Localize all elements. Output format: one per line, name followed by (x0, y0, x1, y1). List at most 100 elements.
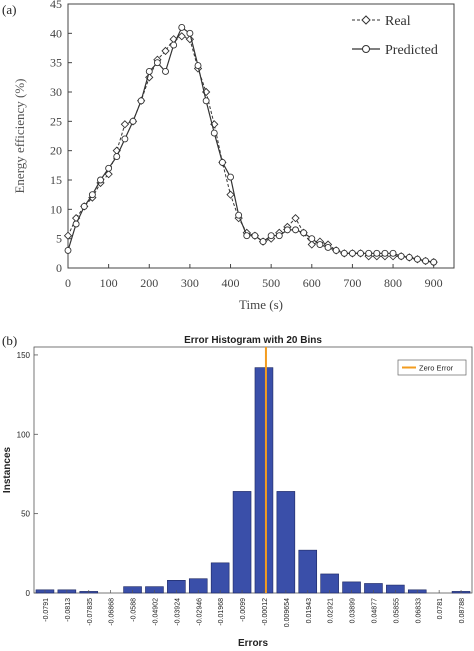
real-point (145, 73, 154, 82)
predicted-point (186, 29, 194, 37)
predicted-point (178, 24, 186, 31)
histogram-bar (298, 549, 318, 594)
panel-a-legend: Real Predicted (352, 14, 438, 58)
panel-b-x-axis-label: Errors (238, 638, 268, 649)
x-tick-label: -0.04902 (152, 598, 159, 626)
x-tick-label: -0.07835 (87, 598, 94, 626)
y-tick-label: 15 (50, 173, 62, 187)
predicted-point (405, 253, 413, 261)
x-tick-label: 300 (181, 276, 199, 290)
real-point (307, 240, 316, 249)
predicted-point (381, 249, 389, 257)
x-tick-label: -0.0099 (240, 598, 247, 622)
predicted-point (80, 202, 88, 210)
predicted-point (170, 41, 178, 49)
histogram-bar (210, 562, 230, 594)
real-point (161, 46, 170, 56)
panel-a-x-ticks: 0 100 200 300 400 500 600 700 800 900 (65, 264, 443, 290)
panel-a-line-chart: (a) 0 5 10 15 20 25 30 35 40 45 0 100 200 300 400 500 6… (2, 0, 455, 312)
x-tick-label: 600 (303, 276, 321, 290)
predicted-point (105, 164, 113, 172)
histogram-bar (254, 367, 274, 594)
x-tick-label: 0.009654 (284, 598, 291, 627)
y-tick-label: 10 (50, 202, 62, 216)
predicted-point (210, 129, 218, 137)
real-point (63, 231, 73, 240)
y-tick-label: 45 (50, 0, 62, 11)
predicted-point (243, 232, 251, 240)
panel-b-bars (35, 367, 471, 594)
predicted-point (88, 191, 96, 199)
predicted-point (340, 249, 348, 257)
panel-a-y-axis-label: Energy efficiency (%) (12, 78, 27, 193)
y-tick-label: 0 (56, 261, 62, 275)
predicted-point (202, 97, 210, 105)
x-tick-label: 0.02921 (328, 598, 335, 623)
predicted-point (64, 246, 72, 254)
y-tick-label: 35 (50, 56, 62, 70)
y-tick-label: 25 (50, 114, 62, 128)
x-tick-label: 100 (100, 276, 118, 290)
y-tick-label: 30 (50, 85, 62, 99)
x-tick-label: 0.06833 (415, 598, 422, 623)
predicted-point (251, 232, 259, 240)
x-tick-label: -0.01968 (218, 598, 225, 626)
panel-b-x-ticks: -0.0791 -0.0813 -0.07835 -0.06868 -0.0588 -0.… (43, 590, 466, 627)
predicted-point (113, 153, 121, 160)
x-tick-label: -0.00012 (262, 598, 269, 626)
x-tick-label: -0.0791 (43, 598, 50, 622)
y-tick-label: 150 (17, 351, 31, 360)
predicted-point (121, 135, 129, 143)
predicted-point (348, 249, 356, 257)
y-tick-label: 40 (50, 26, 62, 40)
x-tick-label: 900 (425, 276, 443, 290)
predicted-point (373, 249, 381, 257)
predicted-point (397, 252, 405, 260)
predicted-point (308, 235, 316, 243)
predicted-point (162, 68, 169, 75)
legend-predicted-marker (362, 45, 370, 53)
real-point (226, 190, 235, 199)
predicted-point (218, 158, 226, 166)
y-tick-label: 50 (21, 510, 30, 519)
x-tick-label: 400 (222, 276, 240, 290)
panel-b-frame (33, 346, 473, 594)
real-point (104, 169, 113, 179)
real-point (177, 32, 186, 41)
predicted-point (413, 255, 421, 263)
predicted-point (365, 249, 373, 257)
predicted-point (292, 226, 299, 234)
panel-a-x-axis-label: Time (s) (239, 297, 283, 312)
real-point (120, 120, 130, 129)
x-tick-label: -0.06868 (109, 598, 116, 626)
predicted-point (97, 176, 104, 184)
panel-a-y-ticks: 0 5 10 15 20 25 30 35 40 45 (50, 0, 72, 275)
panel-b-y-ticks: 0 50 100 150 (17, 351, 38, 598)
series-line-predicted (67, 26, 434, 263)
predicted-point (422, 257, 430, 265)
predicted-point (194, 62, 202, 70)
x-tick-label: 0 (65, 276, 71, 290)
predicted-point (357, 249, 364, 257)
x-tick-label: -0.0588 (131, 598, 138, 622)
x-tick-label: 0.01943 (306, 598, 313, 623)
y-tick-label: 20 (50, 144, 62, 158)
predicted-point (316, 241, 324, 248)
predicted-point (332, 246, 340, 254)
x-tick-label: 0.05855 (393, 598, 400, 623)
legend-real-label: Real (385, 14, 411, 29)
panel-a-label: (a) (2, 2, 16, 17)
predicted-point (259, 238, 267, 246)
panel-a-series (63, 24, 438, 267)
x-tick-label: 0.08788 (459, 598, 466, 623)
x-tick-label: 500 (262, 276, 280, 290)
x-tick-label: -0.03924 (174, 598, 181, 626)
panel-a-frame (67, 3, 455, 269)
predicted-point (283, 226, 291, 234)
zero-error-legend-label: Zero Error (419, 364, 454, 373)
predicted-point (227, 173, 234, 181)
x-tick-label: 200 (140, 276, 158, 290)
panel-b-label: (b) (2, 333, 17, 348)
x-tick-label: 0.03899 (350, 598, 357, 623)
